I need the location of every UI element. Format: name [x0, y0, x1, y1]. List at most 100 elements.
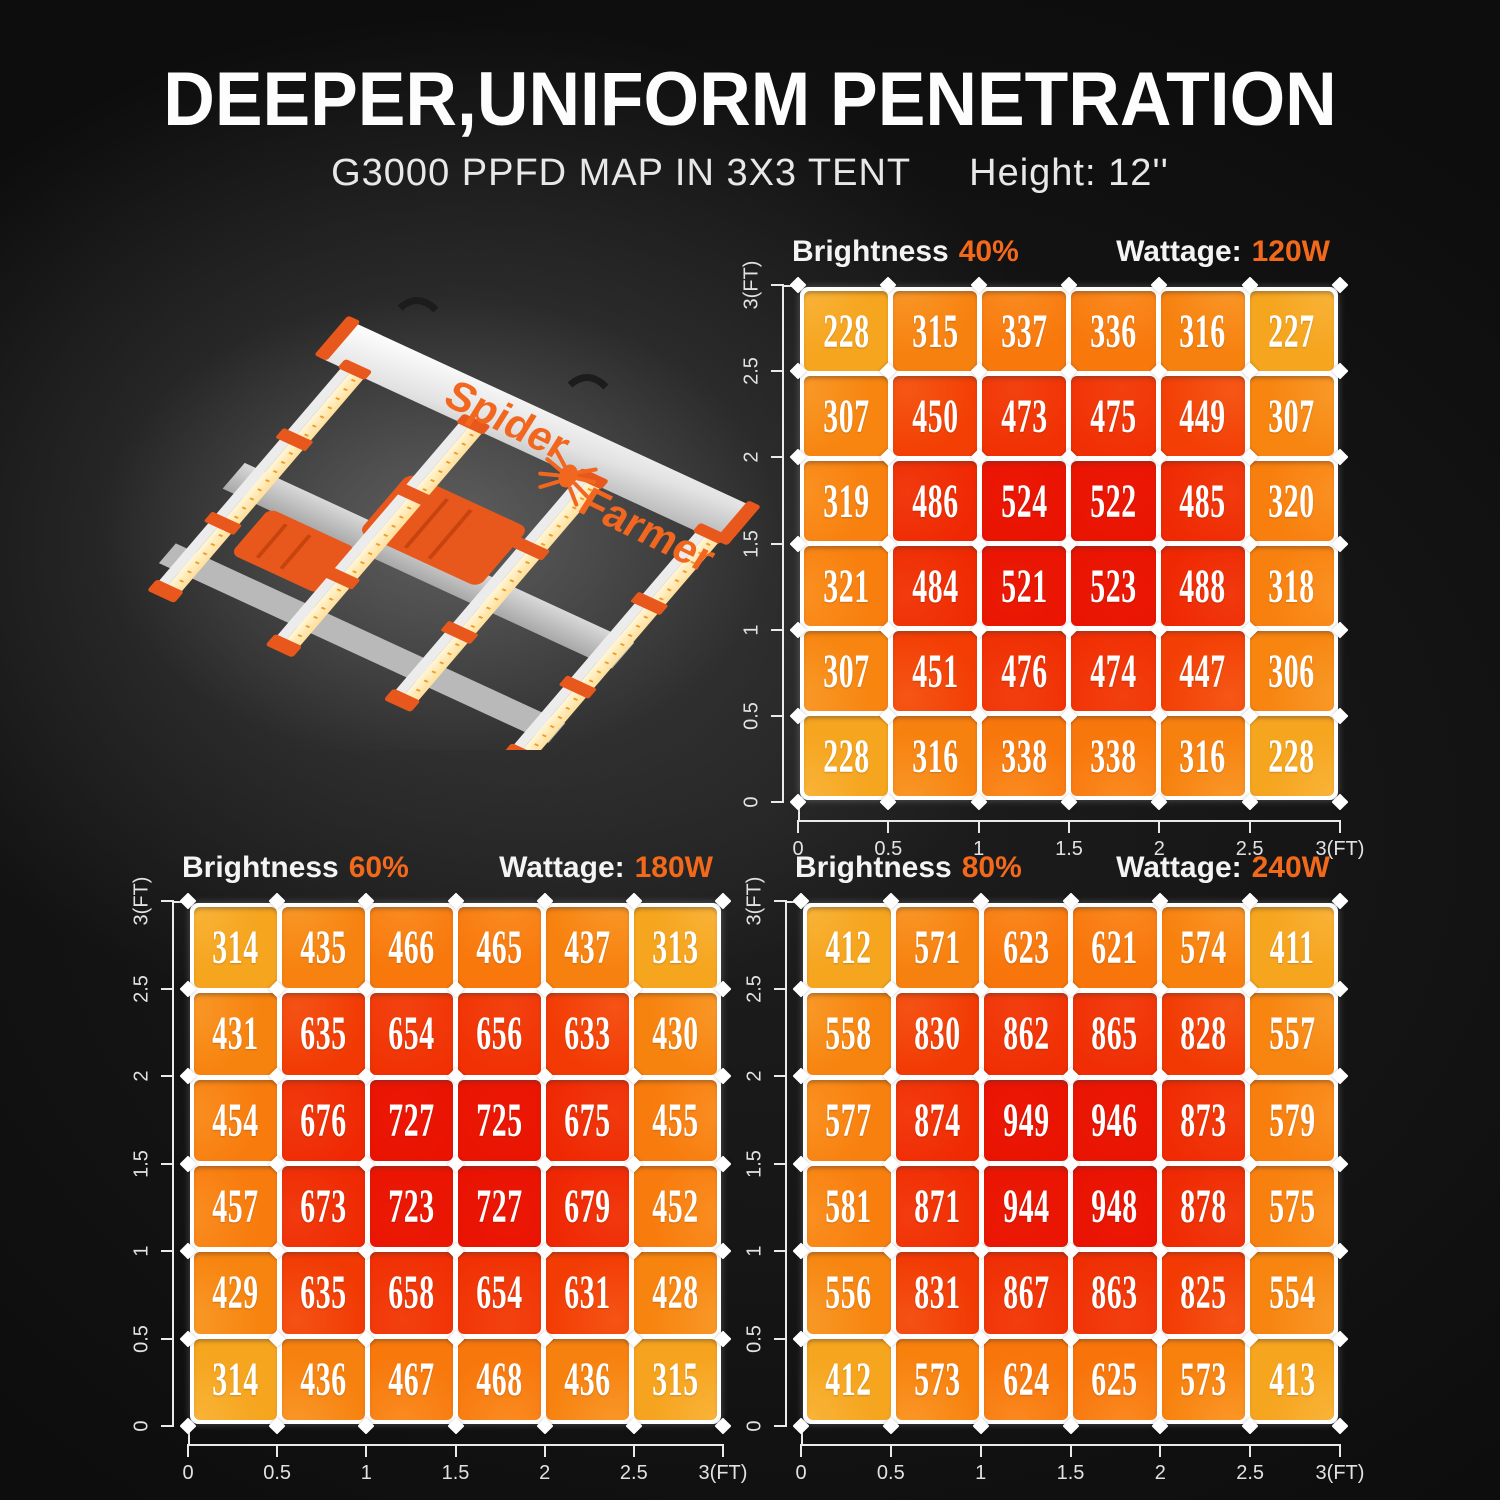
hanging-wire	[397, 297, 609, 390]
ppfd-cell: 436	[546, 1338, 629, 1420]
ppfd-value: 874	[914, 1093, 961, 1147]
ppfd-value: 558	[825, 1007, 873, 1061]
ppfd-value: 338	[1090, 729, 1137, 783]
ppfd-value: 457	[212, 1180, 259, 1234]
ppfd-value: 468	[476, 1352, 523, 1406]
ppfd-cell: 554	[1250, 1252, 1334, 1334]
ppfd-cell: 862	[984, 993, 1068, 1075]
ppfd-value: 412	[825, 921, 873, 975]
ppfd-cell: 457	[194, 1166, 277, 1248]
ppfd-cell: 654	[458, 1252, 541, 1334]
y-tick	[774, 987, 787, 990]
ppfd-cell: 873	[1161, 1079, 1246, 1161]
logo-bar	[319, 321, 752, 543]
ppfd-cell: 623	[984, 907, 1068, 989]
y-tick-label: 0	[130, 1420, 153, 1432]
y-tick	[161, 1075, 174, 1077]
ppfd-value: 314	[212, 1352, 259, 1406]
ppfd-value: 621	[1091, 921, 1139, 975]
ppfd-value: 320	[1268, 474, 1316, 528]
ppfd-cell: 315	[893, 291, 978, 371]
ppfd-cell: 575	[1250, 1166, 1334, 1248]
ppfd-value: 554	[1268, 1266, 1316, 1320]
ppfd-value: 318	[1268, 559, 1316, 613]
ppfd-value: 447	[1179, 644, 1226, 698]
brightness-label-group: Brightness 60%	[182, 851, 409, 884]
ppfd-cell: 475	[1071, 376, 1156, 456]
ppfd-value: 467	[388, 1352, 435, 1406]
ppfd-value: 944	[1002, 1180, 1050, 1234]
x-tick-label: 0.5	[263, 1462, 292, 1484]
x-tick-label: 1.5	[1055, 838, 1083, 860]
x-axis: 0 0.5 1 1.5 2 2.5 3(FT)	[795, 1431, 1364, 1484]
wattage-label-group: Wattage: 180W	[499, 851, 713, 884]
ppfd-value: 449	[1179, 389, 1226, 443]
ppfd-value: 675	[564, 1093, 611, 1147]
ppfd-cell: 430	[634, 993, 717, 1075]
y-tick	[161, 1337, 174, 1340]
ppfd-cell: 486	[893, 461, 978, 541]
ppfd-cell: 577	[807, 1079, 891, 1161]
ppfd-cell: 679	[546, 1166, 629, 1248]
ppfd-cell: 411	[1250, 907, 1334, 989]
ppfd-value: 307	[822, 389, 870, 443]
ppfd-cell: 338	[1071, 716, 1156, 796]
ppfd-value: 727	[476, 1180, 523, 1234]
ppfd-value: 831	[914, 1266, 961, 1320]
x-tick	[632, 1444, 635, 1457]
ppfd-cell: 316	[1160, 291, 1245, 371]
y-tick-label: 0.5	[743, 1324, 766, 1353]
ppfd-cell: 476	[982, 631, 1067, 711]
ppfd-cell: 228	[804, 716, 889, 796]
y-tick	[774, 1250, 787, 1252]
ppfd-value: 315	[911, 304, 959, 358]
ppfd-value: 725	[476, 1093, 523, 1147]
ppfd-value: 473	[1001, 389, 1048, 443]
ppfd-value: 556	[825, 1266, 873, 1320]
y-tick	[161, 1162, 174, 1165]
ppfd-value: 676	[300, 1093, 347, 1147]
ppfd-value: 412	[825, 1352, 873, 1406]
ppfd-cell: 633	[546, 993, 629, 1075]
x-tick-label: 0	[795, 1462, 807, 1484]
x-tick-label: 3(FT)	[1315, 1462, 1365, 1484]
ppfd-cell: 523	[1071, 546, 1156, 626]
ppfd-cell: 447	[1160, 631, 1245, 711]
ppfd-cell: 831	[895, 1252, 980, 1334]
x-tick-label: 3(FT)	[698, 1462, 748, 1484]
ppfd-cell: 675	[546, 1079, 629, 1161]
ppfd-cell: 451	[893, 631, 978, 711]
x-tick-label: 0.5	[876, 1462, 905, 1484]
ppfd-cell: 465	[458, 907, 541, 989]
ppfd-cell: 573	[1161, 1338, 1246, 1420]
x-tick	[977, 820, 980, 833]
ppfd-cell: 656	[458, 993, 541, 1075]
ppfd-value: 867	[1002, 1266, 1050, 1320]
ppfd-cell: 318	[1249, 546, 1334, 626]
ppfd-value: 625	[1091, 1352, 1139, 1406]
wattage-label-group: Wattage: 240W	[1116, 851, 1330, 884]
ppfd-value: 571	[914, 921, 961, 975]
y-tick-label: 2.5	[130, 974, 153, 1003]
ppfd-cell: 319	[804, 461, 889, 541]
ppfd-cell: 474	[1071, 631, 1156, 711]
ppfd-value: 476	[1001, 644, 1048, 698]
x-tick-label: 2	[1154, 1462, 1166, 1484]
ppfd-value: 521	[1001, 559, 1048, 613]
ppfd-cell: 316	[893, 716, 978, 796]
x-tick	[187, 1444, 189, 1457]
brightness-label-group: Brightness 80%	[795, 851, 1022, 884]
ppfd-value: 723	[388, 1180, 435, 1234]
y-tick	[774, 1425, 787, 1427]
ppfd-value: 948	[1091, 1180, 1139, 1234]
ppfd-value: 316	[911, 729, 959, 783]
x-tick	[454, 1444, 457, 1457]
logo-bar-endcap	[315, 316, 360, 360]
x-tick-label: 0.5	[874, 838, 903, 860]
x-tick	[1249, 1444, 1252, 1457]
y-tick	[771, 370, 784, 373]
ppfd-cell: 412	[807, 1338, 891, 1420]
y-tick-label: 1	[740, 624, 763, 636]
x-axis: 0 0.5 1 1.5 2 2.5 3(FT)	[182, 1431, 747, 1484]
ppfd-value: 437	[564, 921, 611, 975]
